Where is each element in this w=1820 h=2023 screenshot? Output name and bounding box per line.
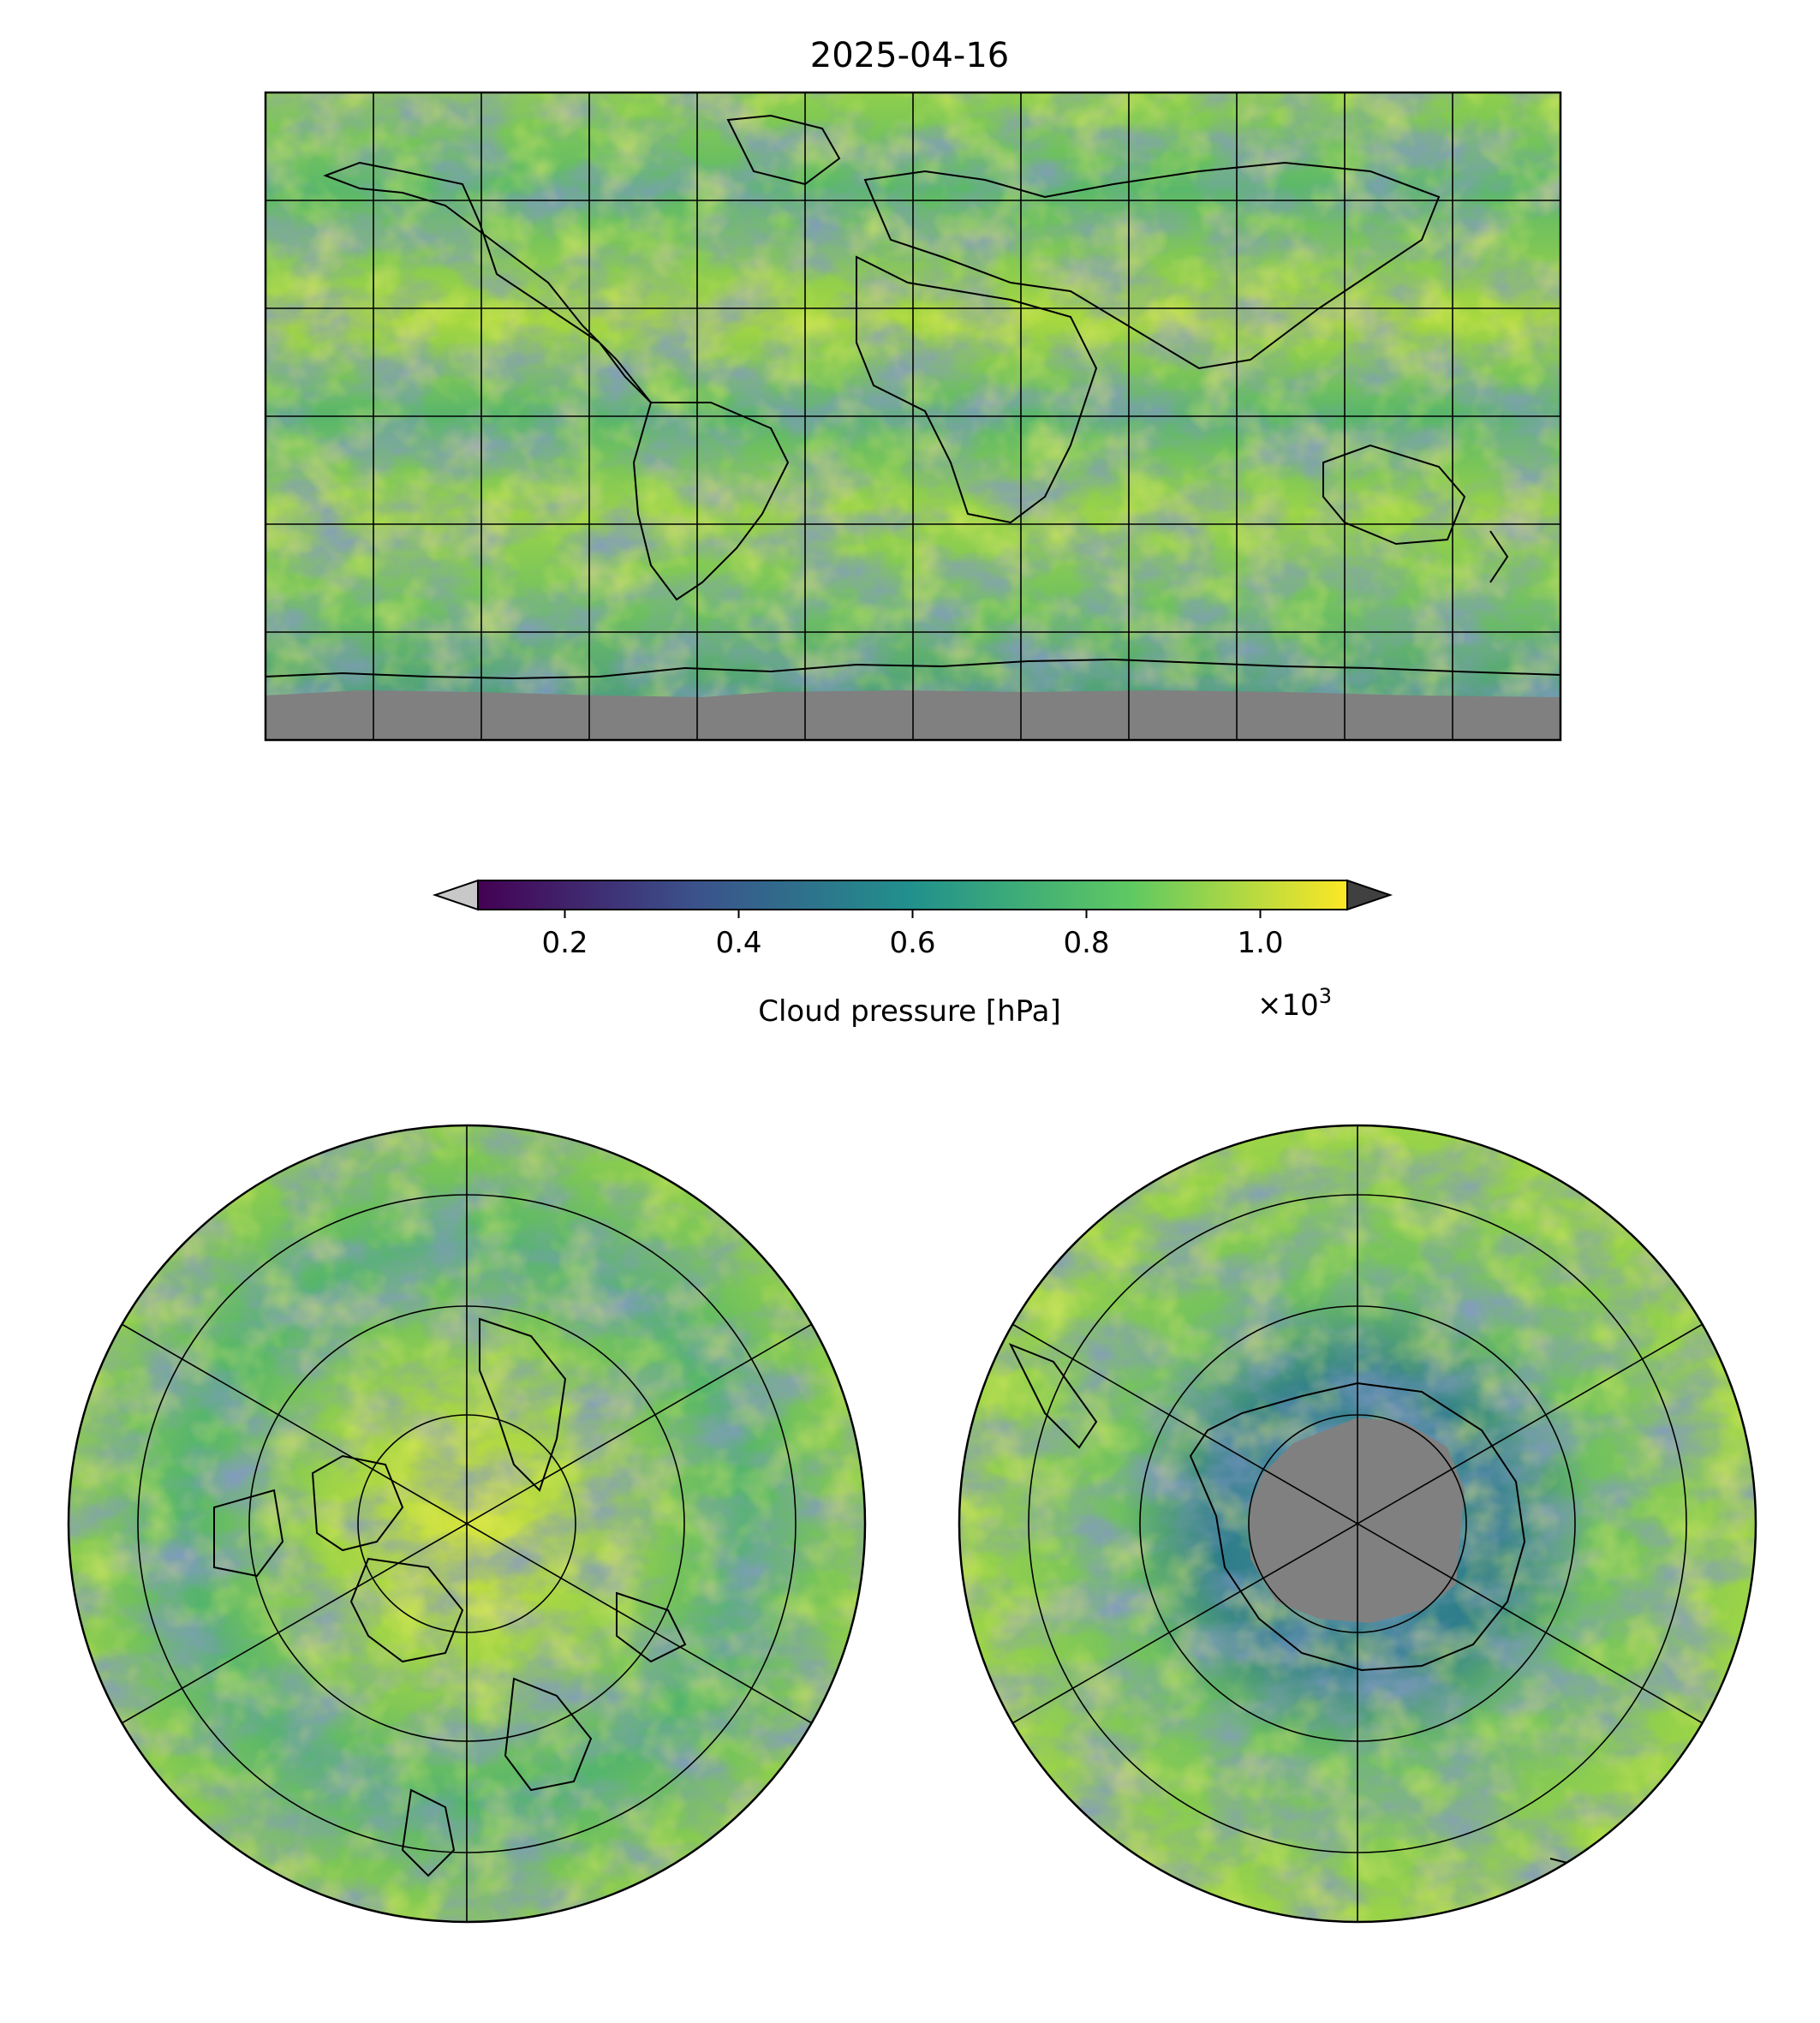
figure-title: 2025-04-16 (810, 36, 1009, 75)
antarctica-no-data (1249, 1417, 1465, 1623)
north-polar-map (67, 1124, 867, 1924)
north-coastlines (213, 1317, 687, 1877)
colorbar: 0.2 0.4 0.6 0.8 1.0 Cloud pressure [hPa] ×10… (432, 879, 1393, 1029)
south-polar-map (958, 1124, 1757, 1924)
colorbar-offset: ×103 (1257, 984, 1332, 1023)
colorbar-ticks: 0.2 0.4 0.6 0.8 1.0 (541, 910, 1284, 960)
global-map (264, 91, 1562, 742)
colorbar-under-extension (432, 879, 479, 911)
north-graticule (121, 1125, 813, 1922)
colorbar-tick-label: 0.6 (889, 926, 935, 960)
colorbar-over-extension (1346, 879, 1393, 911)
colorbar-gradient (477, 880, 1348, 910)
colorbar-tick-label: 0.2 (541, 926, 588, 960)
colorbar-label: Cloud pressure [hPa] (758, 994, 1060, 1029)
global-coastlines (265, 114, 1561, 680)
colorbar-tick-label: 0.8 (1063, 926, 1109, 960)
global-graticule (266, 92, 1560, 740)
colorbar-tick-label: 0.4 (715, 926, 761, 960)
colorbar-tick-label: 1.0 (1237, 926, 1283, 960)
south-graticule (1011, 1125, 1704, 1922)
